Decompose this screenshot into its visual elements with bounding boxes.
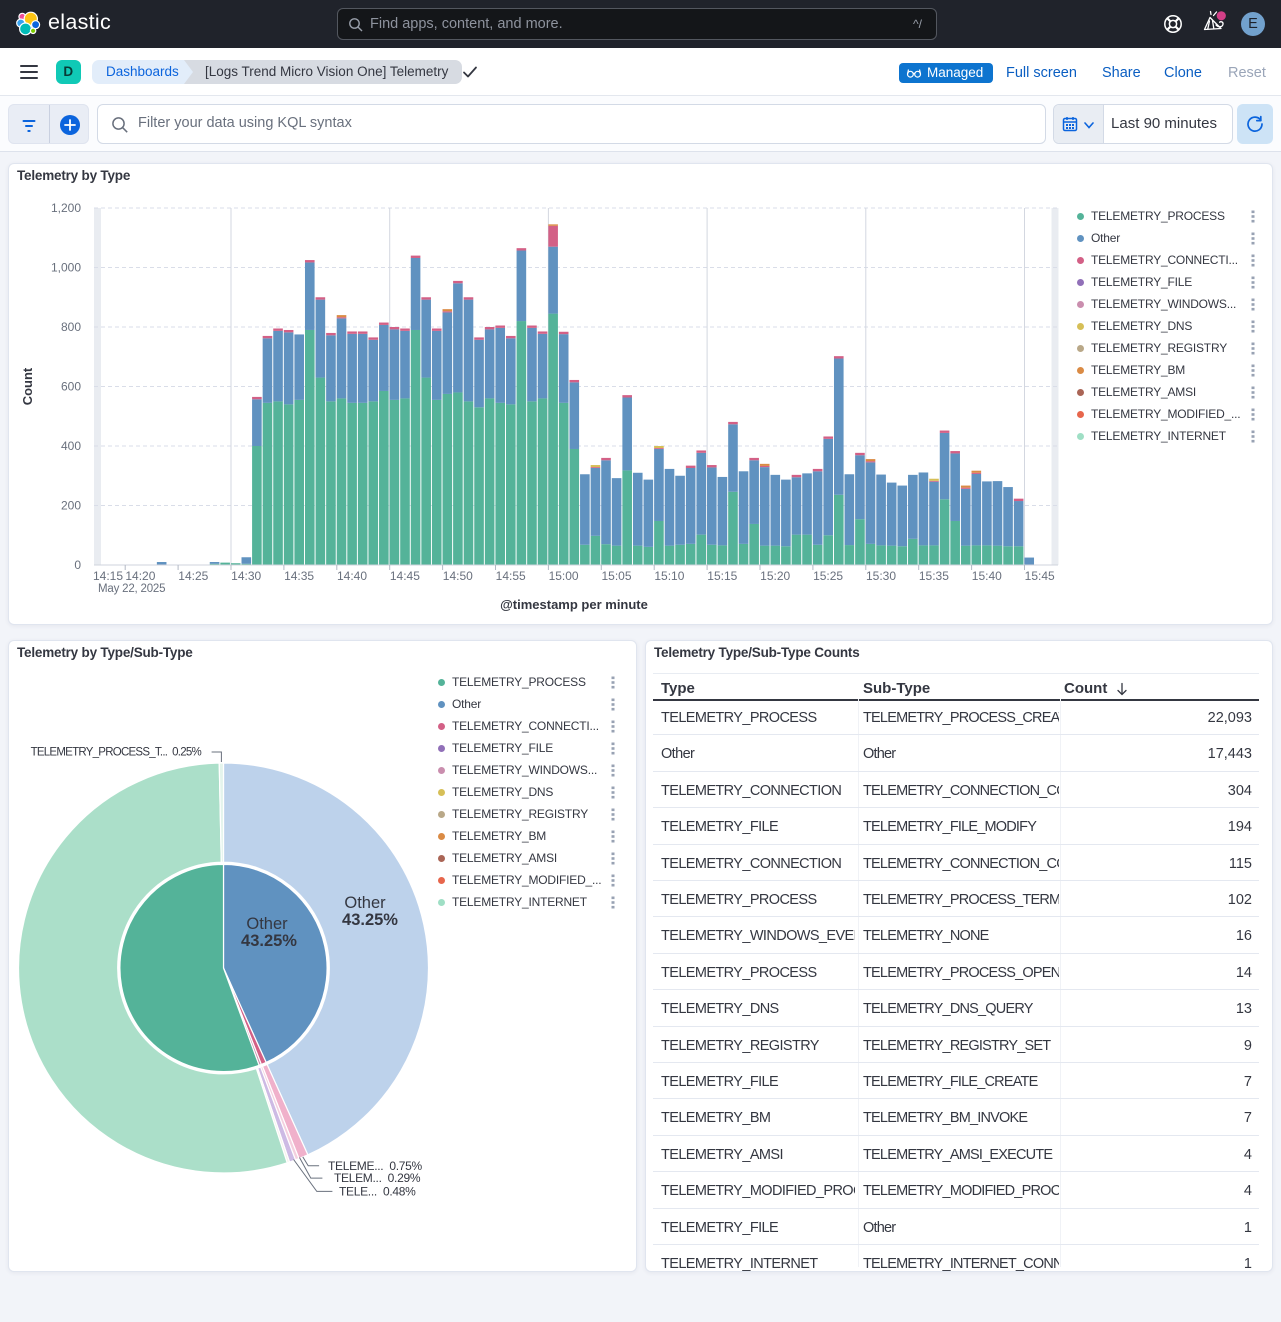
svg-text:15:35: 15:35	[919, 569, 949, 583]
svg-text:Count: Count	[20, 367, 35, 405]
svg-text:14:45: 14:45	[390, 569, 420, 583]
svg-text:200: 200	[61, 499, 81, 513]
svg-text:15:20: 15:20	[760, 569, 790, 583]
svg-text:TELEMETRY_PROCESS_T... 0.25%: TELEMETRY_PROCESS_T... 0.25%	[31, 747, 202, 759]
svg-text:15:00: 15:00	[549, 569, 579, 583]
svg-text:15:10: 15:10	[654, 569, 684, 583]
svg-text:14:40: 14:40	[337, 569, 367, 583]
svg-text:15:05: 15:05	[601, 569, 631, 583]
svg-text:14:30: 14:30	[231, 569, 261, 583]
svg-text:43.25%: 43.25%	[241, 932, 297, 950]
svg-text:14:25: 14:25	[178, 569, 208, 583]
svg-text:Other: Other	[246, 915, 288, 933]
svg-text:May 22, 2025: May 22, 2025	[98, 583, 165, 595]
svg-text:TELEM... 0.29%: TELEM... 0.29%	[334, 1171, 421, 1185]
svg-text:14:20: 14:20	[125, 569, 155, 583]
svg-text:0: 0	[74, 558, 81, 572]
svg-text:15:40: 15:40	[972, 569, 1002, 583]
svg-text:TELEME... 0.75%: TELEME... 0.75%	[328, 1159, 423, 1173]
svg-text:800: 800	[61, 320, 81, 334]
svg-text:15:25: 15:25	[813, 569, 843, 583]
svg-text:43.25%: 43.25%	[342, 911, 398, 929]
svg-text:15:15: 15:15	[707, 569, 737, 583]
svg-text:Other: Other	[344, 894, 386, 912]
svg-text:400: 400	[61, 439, 81, 453]
svg-text:15:45: 15:45	[1025, 569, 1055, 583]
svg-text:@timestamp per minute: @timestamp per minute	[500, 597, 648, 612]
svg-text:14:15: 14:15	[93, 569, 123, 583]
svg-text:1,000: 1,000	[51, 261, 81, 275]
svg-text:14:35: 14:35	[284, 569, 314, 583]
svg-text:1,200: 1,200	[51, 201, 81, 215]
svg-text:14:55: 14:55	[496, 569, 526, 583]
svg-text:600: 600	[61, 380, 81, 394]
svg-text:15:30: 15:30	[866, 569, 896, 583]
svg-text:TELE... 0.48%: TELE... 0.48%	[339, 1184, 416, 1198]
svg-text:14:50: 14:50	[443, 569, 473, 583]
